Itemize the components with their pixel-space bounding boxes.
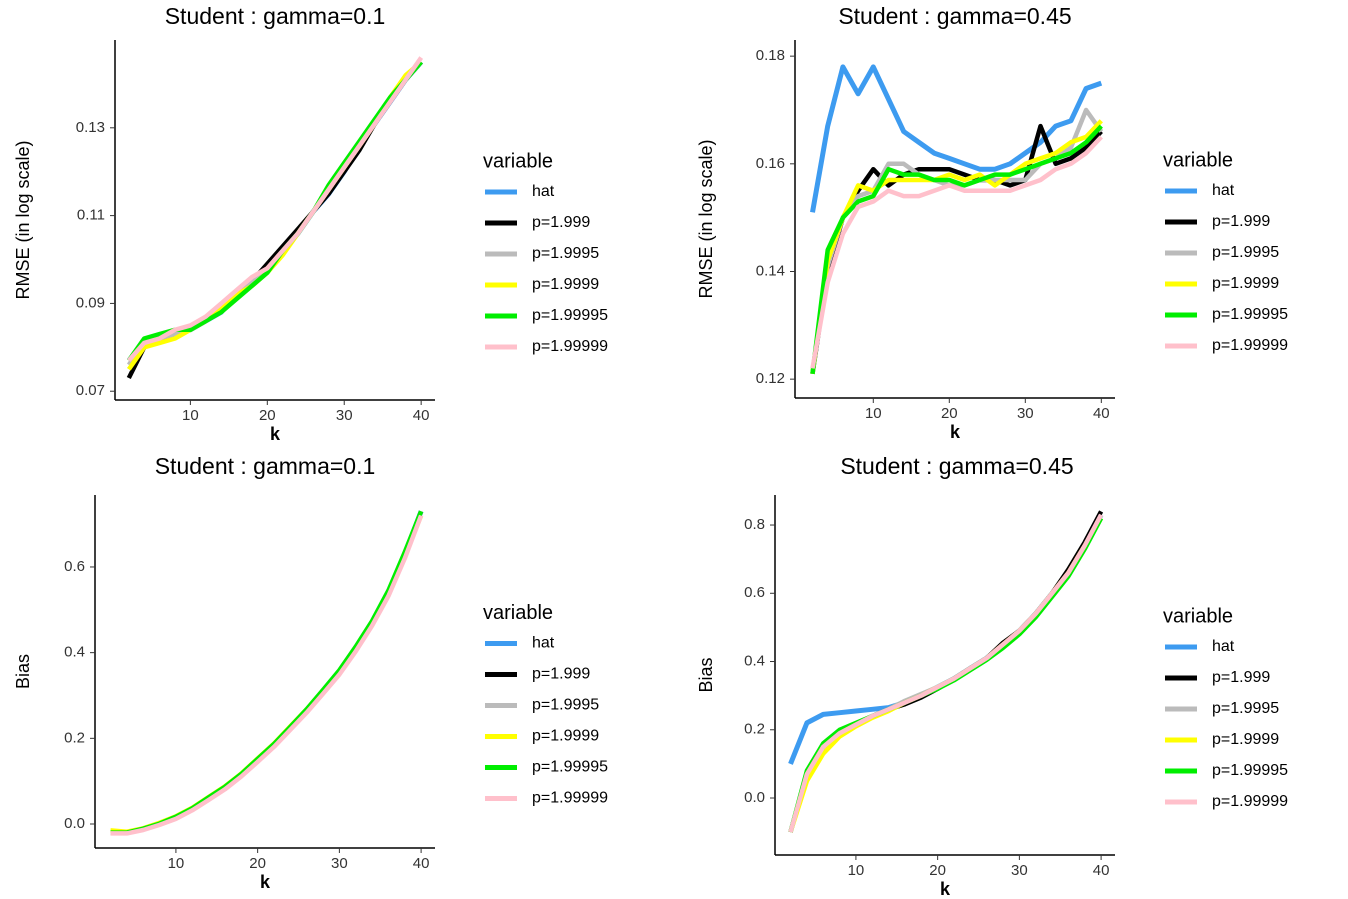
legend-title: variable — [483, 602, 553, 624]
y-axis-title: Bias — [13, 654, 33, 689]
y-tick-label: 0.07 — [76, 382, 105, 399]
y-tick-label: 0.12 — [756, 370, 785, 387]
legend-label: p=1.9999 — [532, 276, 599, 293]
series-line — [788, 513, 1104, 765]
series-line — [127, 56, 424, 362]
series-line — [788, 517, 1104, 833]
legend-label: p=1.99995 — [532, 307, 608, 324]
x-axis-title: k — [940, 879, 951, 899]
x-tick-label: 20 — [929, 862, 946, 879]
y-axis-title: Bias — [696, 657, 716, 692]
y-tick-label: 0.11 — [77, 207, 105, 224]
series-line — [788, 510, 1104, 833]
legend-label: p=1.999 — [532, 666, 590, 683]
series-line — [810, 124, 1103, 375]
x-tick-label: 30 — [331, 855, 348, 872]
legend-label: hat — [1212, 182, 1235, 199]
legend-title: variable — [483, 150, 553, 172]
series-line — [810, 135, 1103, 369]
legend-label: hat — [1212, 638, 1235, 655]
x-tick-label: 40 — [413, 855, 430, 872]
y-tick-label: 0.16 — [756, 155, 785, 172]
legend-label: p=1.9999 — [532, 728, 599, 745]
y-tick-label: 0.09 — [76, 294, 105, 311]
x-tick-label: 30 — [1017, 405, 1034, 422]
y-tick-label: 0.0 — [64, 815, 85, 832]
legend-label: p=1.9995 — [1212, 244, 1279, 261]
x-tick-label: 10 — [848, 862, 865, 879]
x-axis-title: k — [950, 422, 961, 442]
series-line — [788, 517, 1104, 833]
legend-label: hat — [532, 635, 555, 652]
legend-label: p=1.99999 — [1212, 793, 1288, 810]
chart-title: Student : gamma=0.45 — [838, 3, 1071, 29]
y-tick-label: 0.18 — [756, 47, 785, 64]
x-tick-label: 40 — [1093, 405, 1110, 422]
series-line — [788, 513, 1104, 833]
legend-label: p=1.99995 — [532, 759, 608, 776]
legend-label: p=1.9999 — [1212, 731, 1279, 748]
y-tick-label: 0.2 — [744, 721, 765, 738]
x-tick-label: 20 — [941, 405, 958, 422]
series-line — [110, 514, 424, 836]
y-axis-title: RMSE (in log scale) — [13, 140, 33, 299]
legend-label: hat — [532, 183, 555, 200]
legend-label: p=1.99995 — [1212, 306, 1288, 323]
legend-label: p=1.99999 — [1212, 337, 1288, 354]
legend-title: variable — [1163, 605, 1233, 627]
legend-label: p=1.9995 — [532, 697, 599, 714]
series-line — [126, 60, 424, 363]
series-line — [110, 510, 424, 836]
x-tick-label: 20 — [259, 407, 276, 424]
y-tick-label: 0.4 — [744, 652, 765, 669]
legend-label: p=1.9999 — [1212, 275, 1279, 292]
y-tick-label: 0.0 — [744, 789, 765, 806]
series-line — [110, 510, 424, 835]
legend-label: p=1.9995 — [1212, 700, 1279, 717]
chart-title: Student : gamma=0.1 — [155, 453, 376, 479]
x-axis-title: k — [270, 424, 281, 444]
x-tick-label: 30 — [1011, 862, 1028, 879]
x-tick-label: 30 — [336, 407, 353, 424]
x-tick-label: 10 — [168, 855, 185, 872]
y-tick-label: 0.8 — [744, 516, 765, 533]
y-tick-label: 0.13 — [76, 119, 105, 136]
y-tick-label: 0.14 — [756, 262, 785, 279]
x-tick-label: 40 — [1093, 862, 1110, 879]
chart-title: Student : gamma=0.1 — [165, 3, 386, 29]
series-line — [126, 60, 423, 362]
series-line — [810, 64, 1103, 213]
x-tick-label: 10 — [865, 405, 882, 422]
series-line — [110, 510, 424, 836]
x-axis-title: k — [260, 872, 271, 892]
x-tick-label: 20 — [249, 855, 266, 872]
chart-title: Student : gamma=0.45 — [840, 453, 1073, 479]
x-tick-label: 40 — [413, 407, 430, 424]
series-line — [126, 60, 423, 367]
y-tick-label: 0.6 — [64, 558, 85, 575]
legend-label: p=1.99995 — [1212, 762, 1288, 779]
y-tick-label: 0.6 — [744, 584, 765, 601]
legend-title: variable — [1163, 149, 1233, 171]
legend-label: p=1.99999 — [532, 790, 608, 807]
y-tick-label: 0.4 — [64, 644, 85, 661]
legend-label: p=1.99999 — [532, 338, 608, 355]
series-line — [788, 513, 1104, 833]
series-line — [810, 119, 1103, 375]
legend-label: p=1.9995 — [532, 245, 599, 262]
legend-label: p=1.999 — [532, 214, 590, 231]
legend-label: p=1.999 — [1212, 669, 1270, 686]
legend-label: p=1.999 — [1212, 213, 1270, 230]
y-tick-label: 0.2 — [64, 729, 85, 746]
x-tick-label: 10 — [182, 407, 199, 424]
y-axis-title: RMSE (in log scale) — [696, 139, 716, 298]
series-line — [110, 510, 424, 835]
series-line — [126, 60, 423, 371]
series-line — [110, 514, 424, 834]
